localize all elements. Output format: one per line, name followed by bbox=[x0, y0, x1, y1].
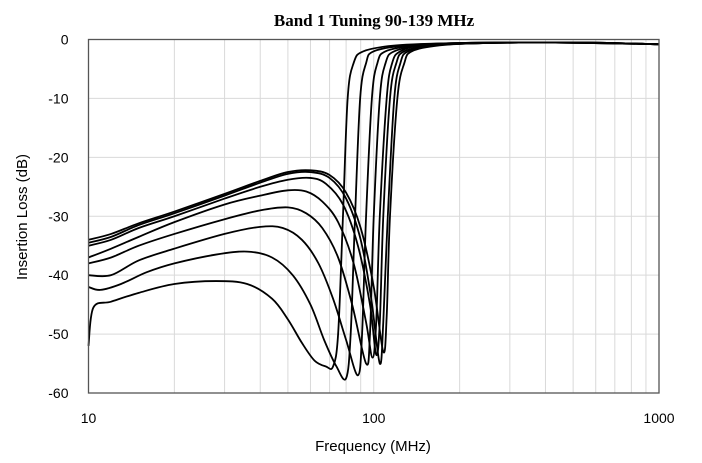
series-line-1 bbox=[87, 41, 660, 370]
x-tick-label: 1000 bbox=[643, 410, 674, 426]
curves bbox=[87, 41, 660, 381]
x-axis-label: Frequency (MHz) bbox=[315, 438, 431, 455]
y-tick-label: -40 bbox=[48, 267, 68, 283]
y-tick-labels: 0 -10 -20 -30 -40 -50 -60 bbox=[48, 32, 68, 402]
y-tick-label: -10 bbox=[48, 90, 68, 106]
chart-title: Band 1 Tuning 90-139 MHz bbox=[274, 11, 475, 30]
y-tick-label: 0 bbox=[61, 32, 69, 48]
x-tick-label: 10 bbox=[81, 410, 97, 426]
y-tick-label: -50 bbox=[48, 326, 68, 342]
x-tick-labels: 10 100 1000 bbox=[81, 410, 675, 426]
y-tick-label: -30 bbox=[48, 208, 68, 224]
y-axis-label: Insertion Loss (dB) bbox=[14, 154, 31, 280]
series-line-3 bbox=[88, 41, 660, 377]
y-tick-label: -60 bbox=[48, 385, 68, 401]
series-line-2 bbox=[88, 41, 660, 381]
plot-frame bbox=[87, 38, 660, 394]
series-line-8 bbox=[88, 41, 660, 354]
x-tick-label: 100 bbox=[362, 410, 386, 426]
series-line-5 bbox=[88, 41, 660, 359]
y-tick-label: -20 bbox=[48, 149, 68, 165]
